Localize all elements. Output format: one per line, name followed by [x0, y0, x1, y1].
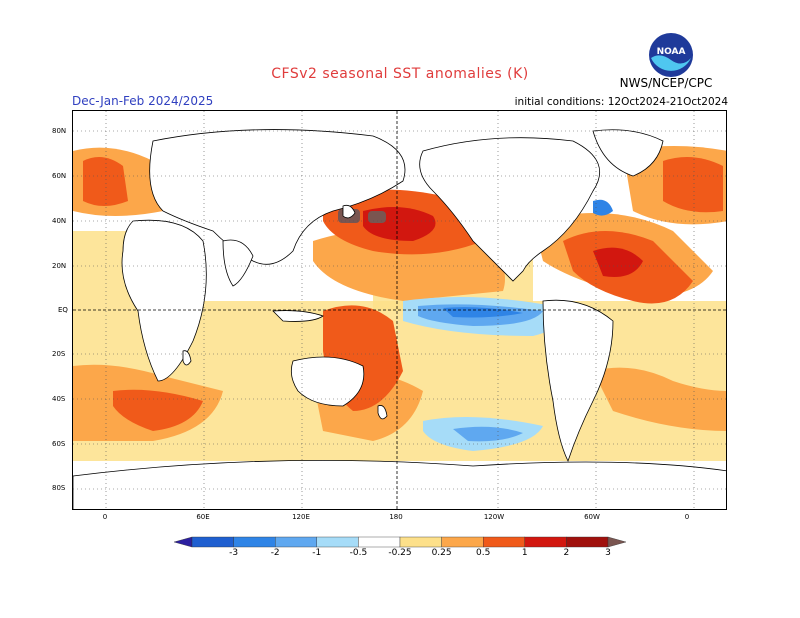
sst-anomaly-map — [72, 110, 727, 510]
season-label: Dec-Jan-Feb 2024/2025 — [72, 94, 214, 108]
colorbar-bin-1 — [191, 536, 234, 548]
colorbar-bin-6 — [399, 536, 442, 548]
noaa-logo-wave — [651, 55, 691, 71]
colorbar-label-0: -3 — [229, 548, 239, 558]
africa — [121, 219, 207, 382]
colorbar-bin-11 — [607, 536, 626, 548]
colorbar-label-9: 3 — [605, 548, 611, 558]
japan — [342, 204, 356, 219]
lat-label-eq: EQ — [58, 306, 68, 314]
lat-label-80n: 80N — [52, 127, 67, 135]
lat-label-20s: 20S — [52, 350, 66, 358]
colorbar-bin-5 — [358, 536, 401, 548]
lat-label-60n: 60N — [52, 172, 67, 180]
lon-label-0-right: 0 — [684, 513, 690, 521]
new-zealand — [377, 405, 388, 420]
colorbar-label-7: 1 — [521, 548, 528, 558]
colorbar-label-2: -1 — [312, 548, 322, 558]
colorbar-label-1: -2 — [270, 548, 280, 558]
colorbar-label-8: 2 — [563, 548, 570, 558]
lat-label-60s: 60S — [52, 440, 66, 448]
map-svg — [73, 111, 726, 509]
lon-label-120w: 120W — [483, 513, 505, 521]
colorbar-bin-0 — [174, 536, 193, 548]
colorbar-bin-7 — [441, 536, 484, 548]
lon-label-120e: 120E — [292, 513, 310, 521]
south-america — [542, 299, 614, 463]
land-masses — [73, 129, 726, 509]
lon-label-0: 0 — [102, 513, 108, 521]
initial-conditions-label: initial conditions: 12Oct2024-21Oct2024 — [514, 96, 728, 108]
india — [222, 239, 254, 287]
lat-label-20n: 20N — [52, 262, 67, 270]
colorbar-label-5: 0.25 — [431, 548, 452, 558]
lon-label-60w: 60W — [584, 513, 600, 521]
map-reference-lines — [73, 111, 726, 509]
lat-label-40n: 40N — [52, 217, 67, 225]
north-america — [419, 137, 601, 282]
agency-label: NWS/NCEP/CPC — [619, 76, 713, 90]
colorbar-bin-9 — [524, 536, 567, 548]
antarctica — [73, 459, 726, 509]
australia — [290, 356, 365, 407]
colorbar-label-6: 0.5 — [476, 548, 491, 558]
colorbar-bin-3 — [274, 536, 317, 548]
map-gridlines — [73, 111, 726, 509]
eurasia — [149, 129, 406, 265]
lon-label-180: 180 — [389, 513, 403, 521]
lon-label-60e: 60E — [196, 513, 210, 521]
indonesia — [272, 310, 324, 322]
colorbar-bin-8 — [483, 536, 526, 548]
lat-label-40s: 40S — [52, 395, 66, 403]
colorbar-label-4: -0.25 — [388, 548, 412, 558]
colorbar-bin-10 — [566, 536, 609, 548]
colorbar-bins — [174, 536, 626, 548]
colorbar — [174, 536, 626, 548]
colorbar-bin-2 — [233, 536, 276, 548]
noaa-logo: NOAA — [649, 33, 693, 77]
map-title: CFSv2 seasonal SST anomalies (K) — [271, 66, 529, 82]
colorbar-label-3: -0.5 — [349, 548, 368, 558]
lat-label-80s: 80S — [52, 484, 66, 492]
noaa-logo-text: NOAA — [657, 47, 686, 57]
colorbar-bin-4 — [316, 536, 359, 548]
